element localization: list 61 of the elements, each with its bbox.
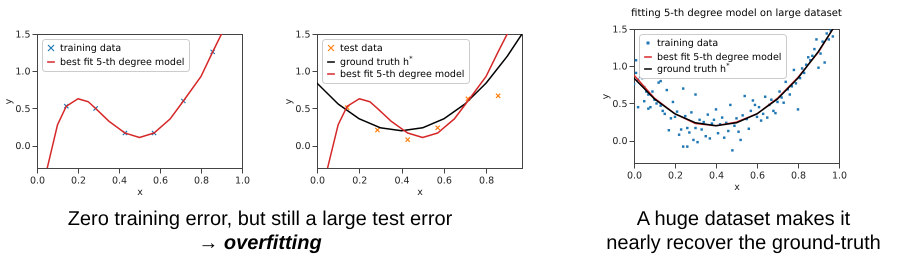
legend-label: training data [60, 43, 122, 54]
legend-label: best fit 5-th degree model [60, 57, 184, 68]
x-tick-label: 0.4 [112, 176, 128, 186]
y-tick-label: 1.5 [15, 30, 30, 40]
line-series [634, 29, 834, 127]
y-tick-label: 0.0 [612, 136, 628, 148]
legend-label: test data [340, 43, 383, 54]
x-tick-label: 0.2 [668, 170, 684, 182]
text: → overfitting [197, 231, 323, 255]
y-axis-title: y [3, 98, 14, 104]
legend-label: ground truth h$^{*}$ [657, 60, 730, 75]
x-tick-label: 0.8 [479, 176, 494, 186]
chart-title: fitting 5-th degree model on large dataset [631, 8, 842, 19]
point [64, 103, 70, 109]
y-tick-label: 1.0 [612, 62, 628, 73]
legend-label: best fit 5-th degree model [657, 52, 782, 63]
x-tick-label: 0.0 [626, 170, 642, 182]
x-tick-label: 0.8 [790, 170, 806, 182]
x-axis-title: x [137, 187, 144, 198]
y-tick-label: 1.0 [295, 66, 310, 78]
x-tick-label: 0.0 [310, 176, 326, 186]
point [122, 130, 128, 136]
x-tick-label: 0.4 [394, 176, 410, 186]
x-tick-label: 0.2 [70, 176, 86, 186]
line-series [326, 34, 508, 168]
point [465, 96, 471, 102]
y-tick-label: 0.0 [15, 141, 30, 152]
x-tick-label: 0.0 [30, 176, 46, 186]
text: Zero training error, but still a large test error [66, 207, 454, 231]
point [210, 49, 216, 55]
x-axis-title: x [417, 187, 424, 198]
y-tick-label: 1.5 [295, 30, 310, 40]
text: nearly recover the ground-truth [605, 231, 882, 255]
y-tick-label: 0.5 [15, 104, 30, 115]
y-axis-title: y [283, 98, 294, 104]
x-tick-label: 0.2 [352, 176, 368, 186]
line-series [317, 34, 522, 132]
y-axis-title: y [600, 93, 612, 100]
x-tick-label: 0.8 [194, 176, 210, 186]
point [495, 93, 501, 99]
y-tick-label: 1.0 [15, 66, 30, 78]
point [374, 127, 380, 133]
y-tick-label: 1.5 [612, 24, 628, 36]
x-tick-label: 0.4 [708, 170, 724, 182]
x-axis-title: x [734, 182, 740, 193]
x-tick-label: 1.0 [234, 176, 250, 186]
x-tick-label: 0.6 [750, 170, 766, 182]
text: A huge dataset makes it [636, 207, 852, 231]
point [180, 98, 186, 104]
x-tick-label: 0.6 [436, 176, 452, 186]
legend-label: training data [657, 38, 718, 49]
point [404, 136, 410, 142]
y-tick-label: 0.5 [612, 98, 628, 110]
point [434, 125, 440, 131]
x-tick-label: 0.6 [152, 176, 168, 186]
legend-label: ground truth h$^{*}$ [340, 54, 414, 68]
y-tick-label: 0.5 [295, 104, 310, 115]
x-tick-label: 1.0 [832, 170, 848, 182]
legend-label: best fit 5-th degree model [340, 69, 464, 80]
y-tick-label: 0.0 [295, 141, 310, 152]
line-series [46, 34, 222, 168]
